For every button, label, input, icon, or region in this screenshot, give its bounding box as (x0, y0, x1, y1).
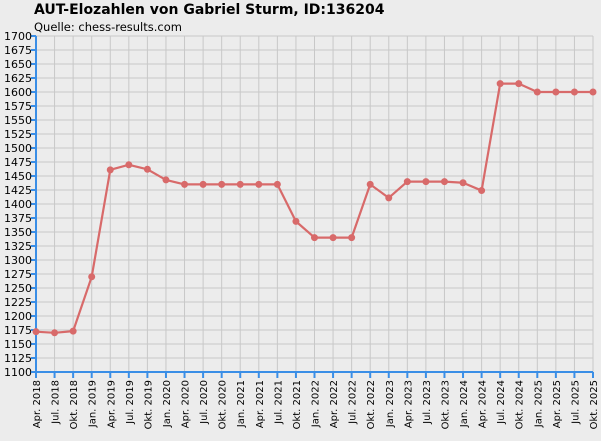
data-point (459, 179, 467, 187)
x-tick-label: Apr. 2023 (403, 380, 414, 428)
data-point (199, 180, 207, 188)
y-tick-label: 1475 (4, 156, 32, 169)
data-point (515, 80, 523, 88)
y-tick-label: 1375 (4, 212, 32, 225)
data-point (403, 178, 411, 186)
y-tick-label: 1250 (4, 282, 32, 295)
data-point (292, 217, 300, 225)
data-point (385, 194, 393, 202)
data-point (366, 180, 374, 188)
x-tick-label: Apr. 2025 (552, 380, 563, 428)
data-point (255, 180, 263, 188)
data-point (181, 180, 189, 188)
data-point (88, 273, 96, 281)
data-point (273, 180, 281, 188)
data-point (478, 187, 486, 195)
data-point (533, 88, 541, 96)
x-tick-label: Jul. 2021 (273, 380, 284, 425)
x-tick-label: Jul. 2019 (125, 380, 136, 425)
y-tick-label: 1700 (4, 30, 32, 43)
x-tick-label: Apr. 2024 (478, 380, 489, 428)
x-tick-label: Jul. 2022 (348, 380, 359, 425)
x-tick-label: Jan. 2025 (533, 380, 544, 428)
data-point (106, 166, 114, 174)
data-point (422, 178, 430, 186)
data-point (570, 88, 578, 96)
y-tick-label: 1500 (4, 142, 32, 155)
y-tick-label: 1350 (4, 226, 32, 239)
x-tick-label: Jul. 2018 (51, 380, 62, 425)
data-point (348, 234, 356, 242)
x-tick-label: Okt. 2018 (69, 380, 80, 429)
x-tick-label: Jul. 2023 (422, 380, 433, 425)
y-tick-label: 1200 (4, 310, 32, 323)
y-tick-label: 1675 (4, 44, 32, 57)
x-tick-label: Jul. 2020 (199, 380, 210, 425)
x-tick-label: Okt. 2025 (589, 380, 600, 429)
chart-subtitle: Quelle: chess-results.com (34, 20, 182, 34)
data-point (440, 178, 448, 186)
data-point (125, 161, 133, 169)
y-tick-label: 1575 (4, 100, 32, 113)
x-tick-label: Apr. 2018 (32, 380, 43, 428)
x-tick-label: Jan. 2019 (88, 380, 99, 428)
x-tick-label: Jul. 2024 (496, 380, 507, 425)
x-tick-label: Jan. 2022 (311, 380, 322, 428)
x-tick-label: Okt. 2021 (292, 380, 303, 429)
x-tick-label: Okt. 2023 (440, 380, 451, 429)
y-tick-label: 1175 (4, 324, 32, 337)
data-point (32, 328, 40, 336)
x-tick-label: Okt. 2020 (218, 380, 229, 429)
data-point (143, 165, 151, 173)
chart-title: AUT-Elozahlen von Gabriel Sturm, ID:1362… (34, 2, 385, 18)
y-tick-label: 1525 (4, 128, 32, 141)
y-tick-label: 1325 (4, 240, 32, 253)
x-tick-label: Apr. 2022 (329, 380, 340, 428)
data-point (236, 180, 244, 188)
y-tick-label: 1150 (4, 338, 32, 351)
x-tick-label: Jan. 2021 (236, 380, 247, 428)
data-point (329, 234, 337, 242)
x-tick-label: Jan. 2020 (162, 380, 173, 428)
data-point (69, 327, 77, 335)
data-point (496, 80, 504, 88)
x-tick-label: Jul. 2025 (570, 380, 581, 425)
y-tick-label: 1600 (4, 86, 32, 99)
y-tick-label: 1625 (4, 72, 32, 85)
data-point (51, 329, 59, 337)
data-point (218, 180, 226, 188)
x-tick-label: Jan. 2024 (459, 380, 470, 428)
data-point (589, 88, 597, 96)
y-tick-label: 1275 (4, 268, 32, 281)
x-tick-label: Okt. 2024 (515, 380, 526, 429)
x-tick-label: Apr. 2021 (255, 380, 266, 428)
x-tick-label: Jan. 2023 (385, 380, 396, 428)
y-tick-label: 1550 (4, 114, 32, 127)
y-tick-label: 1650 (4, 58, 32, 71)
data-point (162, 176, 170, 184)
data-point (552, 88, 560, 96)
x-tick-label: Apr. 2020 (181, 380, 192, 428)
y-tick-label: 1450 (4, 170, 32, 183)
y-tick-label: 1125 (4, 352, 32, 365)
data-point (311, 234, 318, 242)
x-tick-label: Apr. 2019 (106, 380, 117, 428)
y-tick-label: 1300 (4, 254, 32, 267)
y-tick-label: 1425 (4, 184, 32, 197)
y-tick-label: 1400 (4, 198, 32, 211)
x-tick-label: Okt. 2019 (143, 380, 154, 429)
y-tick-label: 1225 (4, 296, 32, 309)
x-tick-label: Okt. 2022 (366, 380, 377, 429)
y-tick-label: 1100 (4, 366, 32, 379)
